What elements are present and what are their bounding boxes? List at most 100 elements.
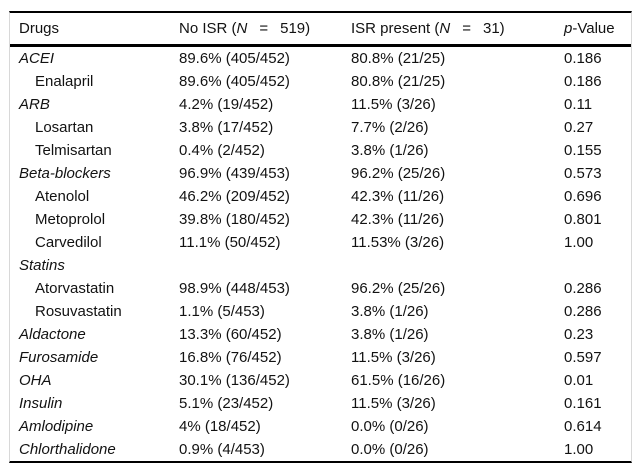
drug-name: Carvedilol	[35, 234, 102, 251]
no-isr-value: 5.1% (23/452)	[179, 395, 274, 412]
p-value: 0.11	[564, 96, 593, 113]
p-symbol: p	[564, 20, 573, 37]
column-header-no-isr: No ISR (N = 519)	[179, 20, 311, 37]
p-value: 0.614	[564, 418, 602, 435]
isr-present-value: 80.8% (21/25)	[351, 73, 446, 90]
drug-name: Metoprolol	[35, 211, 106, 228]
p-value: 1.00	[564, 441, 594, 458]
isr-present-value: 11.5% (3/26)	[351, 349, 436, 366]
isr-present-value: 7.7% (2/26)	[351, 119, 429, 136]
drug-name: Aldactone	[19, 326, 86, 343]
isr-present-value: 96.2% (25/26)	[351, 280, 446, 297]
no-isr-value: 0.9% (4/453)	[179, 441, 265, 458]
isr-present-value: 80.8% (21/25)	[351, 50, 446, 67]
no-isr-value: 0.4% (2/452)	[179, 142, 265, 159]
p-value: 0.597	[564, 349, 602, 366]
equals-sign: =	[462, 20, 471, 37]
table-row-losartan: Losartan 3.8% (17/452) 7.7% (2/26) 0.27	[10, 116, 631, 139]
table-row-carvedilol: Carvedilol 11.1% (50/452) 11.53% (3/26) …	[10, 231, 631, 254]
table-row-beta-blockers: Beta-blockers 96.9% (439/453) 96.2% (25/…	[10, 162, 631, 185]
no-isr-value: 89.6% (405/452)	[179, 50, 290, 67]
drug-name: Telmisartan	[35, 142, 112, 159]
isr-present-value: 11.53% (3/26)	[351, 234, 445, 251]
drug-name: ACEI	[19, 50, 55, 67]
p-value: 0.696	[564, 188, 602, 205]
isr-present-value: 11.5% (3/26)	[351, 395, 436, 412]
isr-present-value: 3.8% (1/26)	[351, 142, 429, 159]
table-row-metoprolol: Metoprolol 39.8% (180/452) 42.3% (11/26)…	[10, 208, 631, 231]
p-value: 0.286	[564, 280, 602, 297]
table-row-aldactone: Aldactone 13.3% (60/452) 3.8% (1/26) 0.2…	[10, 323, 631, 346]
p-value: 0.186	[564, 73, 602, 90]
drug-name: ARB	[19, 96, 50, 113]
table-row-acei: ACEI 89.6% (405/452) 80.8% (21/25) 0.186	[10, 47, 631, 70]
drug-name: Insulin	[19, 395, 63, 412]
table-row-amlodipine: Amlodipine 4% (18/452) 0.0% (0/26) 0.614	[10, 415, 631, 438]
drug-name: Statins	[19, 257, 65, 274]
table-header-row: Drugs No ISR (N = 519) ISR present (N = 31) …	[10, 13, 631, 47]
p-value: 0.186	[564, 50, 602, 67]
no-isr-value: 98.9% (448/453)	[179, 280, 290, 297]
p-value: 0.01	[564, 372, 594, 389]
p-value: 0.161	[564, 395, 602, 412]
isr-present-value: 61.5% (16/26)	[351, 372, 446, 389]
isr-present-value: 11.5% (3/26)	[351, 96, 436, 113]
isr-present-value: 42.3% (11/26)	[351, 211, 445, 228]
no-isr-value: 96.9% (439/453)	[179, 165, 290, 182]
isr-present-value: 0.0% (0/26)	[351, 418, 429, 435]
p-value: 0.23	[564, 326, 594, 343]
table-row-atorvastatin: Atorvastatin 98.9% (448/453) 96.2% (25/2…	[10, 277, 631, 300]
isr-present-value: 3.8% (1/26)	[351, 326, 429, 343]
drug-name: OHA	[19, 372, 52, 389]
drug-name: Atenolol	[35, 188, 90, 205]
isr-present-value: 3.8% (1/26)	[351, 303, 429, 320]
no-isr-value: 16.8% (76/452)	[179, 349, 282, 366]
table-row-arb: ARB 4.2% (19/452) 11.5% (3/26) 0.11	[10, 93, 631, 116]
n-count: 31)	[482, 20, 505, 37]
p-value: 0.27	[564, 119, 594, 136]
drug-name: Furosamide	[19, 349, 99, 366]
drug-name: Enalapril	[35, 73, 94, 90]
no-isr-value: 13.3% (60/452)	[179, 326, 282, 343]
n-symbol: N	[439, 20, 451, 37]
no-isr-value: 39.8% (180/452)	[179, 211, 290, 228]
isr-present-value: 96.2% (25/26)	[351, 165, 446, 182]
drugs-comparison-table: Drugs No ISR (N = 519) ISR present (N = 31) …	[9, 11, 632, 463]
table-row-atenolol: Atenolol 46.2% (209/452) 42.3% (11/26) 0…	[10, 185, 631, 208]
table-row-insulin: Insulin 5.1% (23/452) 11.5% (3/26) 0.161	[10, 392, 631, 415]
no-isr-value: 1.1% (5/453)	[179, 303, 265, 320]
p-value: 0.801	[564, 211, 602, 228]
n-count: 519)	[280, 20, 311, 37]
n-symbol: N	[236, 20, 248, 37]
drug-name: Beta-blockers	[19, 165, 111, 182]
table-row-statins: Statins	[10, 254, 631, 277]
column-header-p-value: p-Value	[564, 20, 615, 37]
equals-sign: =	[259, 20, 269, 37]
table-row-enalapril: Enalapril 89.6% (405/452) 80.8% (21/25) …	[10, 70, 631, 93]
no-isr-value: 89.6% (405/452)	[179, 73, 290, 90]
table-row-furosamide: Furosamide 16.8% (76/452) 11.5% (3/26) 0…	[10, 346, 631, 369]
column-header-isr-present: ISR present (N = 31)	[351, 20, 505, 37]
p-value: 0.286	[564, 303, 602, 320]
no-isr-value: 46.2% (209/452)	[179, 188, 290, 205]
no-isr-value: 3.8% (17/452)	[179, 119, 274, 136]
no-isr-value: 30.1% (136/452)	[179, 372, 290, 389]
drug-name: Losartan	[35, 119, 94, 136]
drug-name: Chlorthalidone	[19, 441, 116, 458]
drug-name: Amlodipine	[19, 418, 94, 435]
p-value: 0.155	[564, 142, 602, 159]
p-value: 1.00	[564, 234, 594, 251]
no-isr-value: 4% (18/452)	[179, 418, 261, 435]
drug-name: Atorvastatin	[35, 280, 115, 297]
table-row-chlorthalidone: Chlorthalidone 0.9% (4/453) 0.0% (0/26) …	[10, 438, 631, 461]
table-row-rosuvastatin: Rosuvastatin 1.1% (5/453) 3.8% (1/26) 0.…	[10, 300, 631, 323]
column-header-drugs: Drugs	[19, 20, 60, 37]
drug-name: Rosuvastatin	[35, 303, 122, 320]
isr-present-value: 42.3% (11/26)	[351, 188, 445, 205]
table-row-telmisartan: Telmisartan 0.4% (2/452) 3.8% (1/26) 0.1…	[10, 139, 631, 162]
no-isr-value: 11.1% (50/452)	[179, 234, 281, 251]
p-value: 0.573	[564, 165, 602, 182]
no-isr-value: 4.2% (19/452)	[179, 96, 274, 113]
isr-present-value: 0.0% (0/26)	[351, 441, 429, 458]
table-row-oha: OHA 30.1% (136/452) 61.5% (16/26) 0.01	[10, 369, 631, 392]
